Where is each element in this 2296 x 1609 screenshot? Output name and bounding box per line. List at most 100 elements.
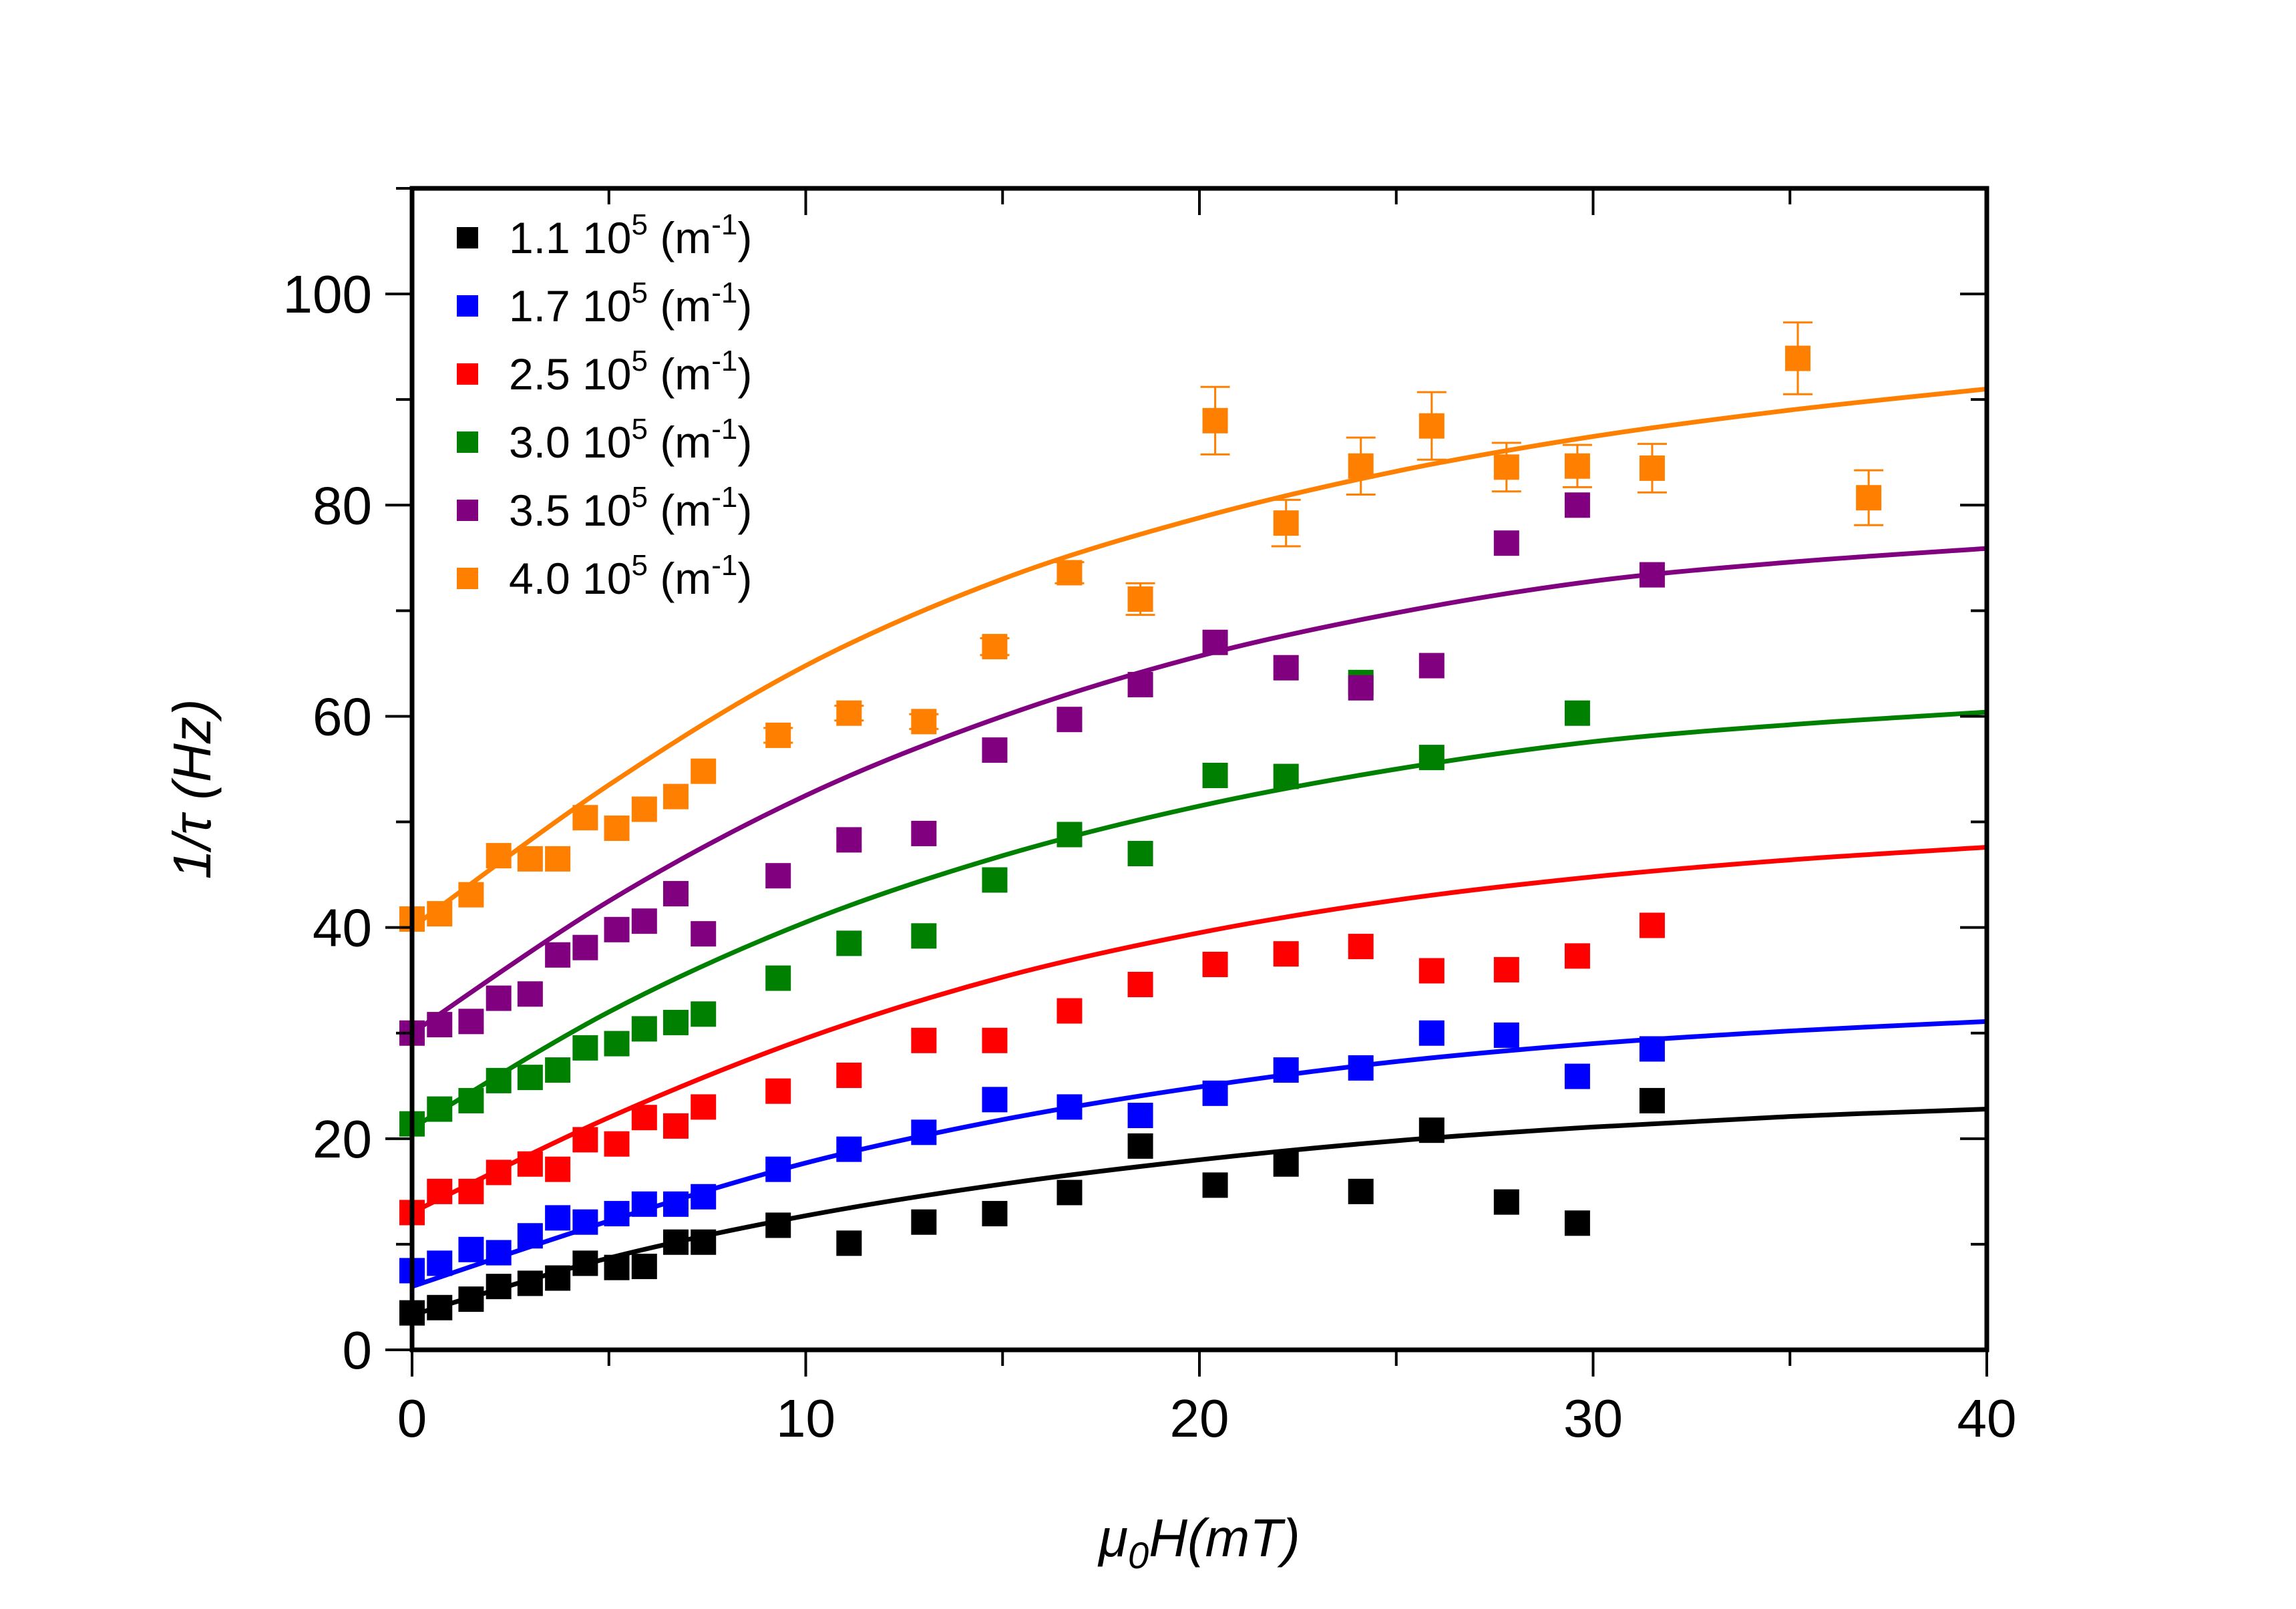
data-point bbox=[631, 1254, 657, 1280]
data-point bbox=[631, 908, 657, 934]
data-point bbox=[1493, 1189, 1519, 1215]
legend-text-part: ) bbox=[737, 486, 752, 535]
legend-label: 4.0 105 (m-1) bbox=[509, 549, 752, 603]
data-point bbox=[1348, 1055, 1374, 1081]
data-point bbox=[486, 843, 512, 869]
data-point bbox=[427, 1294, 453, 1320]
legend-superscript: -1 bbox=[711, 481, 737, 514]
data-point bbox=[1057, 1094, 1083, 1120]
data-point bbox=[1202, 1172, 1228, 1198]
fit-curve bbox=[410, 386, 1987, 930]
data-point bbox=[1493, 454, 1519, 480]
legend-superscript: -1 bbox=[711, 208, 737, 241]
data-point bbox=[765, 1212, 791, 1238]
legend-superscript: 5 bbox=[632, 277, 648, 309]
data-point bbox=[545, 942, 571, 968]
data-point bbox=[631, 1191, 657, 1217]
legend-superscript: -1 bbox=[711, 549, 737, 582]
x-tick-label: 10 bbox=[776, 1389, 835, 1448]
data-point bbox=[1785, 345, 1811, 371]
series-points bbox=[399, 492, 1665, 1046]
data-point bbox=[836, 700, 862, 726]
data-point bbox=[572, 1250, 598, 1276]
legend-label: 1.1 105 (m-1) bbox=[509, 208, 752, 262]
data-point bbox=[1564, 943, 1590, 969]
data-point bbox=[545, 846, 571, 872]
legend-text-part: (m bbox=[648, 213, 711, 262]
data-point bbox=[1127, 972, 1153, 998]
data-point bbox=[911, 1119, 937, 1145]
data-point bbox=[691, 921, 717, 947]
legend-text-part: (m bbox=[648, 349, 711, 399]
data-point bbox=[427, 1096, 453, 1122]
data-point bbox=[1418, 413, 1445, 439]
data-point bbox=[765, 722, 791, 748]
legend-label: 3.5 105 (m-1) bbox=[509, 481, 752, 535]
data-point bbox=[572, 1127, 598, 1153]
data-point bbox=[458, 1178, 484, 1204]
legend-superscript: 5 bbox=[632, 413, 648, 445]
legend-text-part: 3.5 10 bbox=[509, 486, 632, 535]
legend-text-part: 3.0 10 bbox=[509, 417, 632, 467]
data-point bbox=[911, 1209, 937, 1235]
data-point bbox=[1639, 912, 1665, 938]
legend-marker bbox=[457, 295, 478, 317]
x-tick-label: 30 bbox=[1563, 1389, 1623, 1448]
data-point bbox=[1127, 840, 1153, 866]
data-point bbox=[765, 1078, 791, 1104]
data-point bbox=[1057, 1180, 1083, 1206]
legend-superscript: -1 bbox=[711, 413, 737, 445]
series-points bbox=[399, 1087, 1665, 1326]
data-point bbox=[458, 1009, 484, 1035]
data-point bbox=[1493, 956, 1519, 982]
data-point bbox=[1273, 655, 1299, 681]
data-point bbox=[1564, 1210, 1590, 1236]
data-point bbox=[982, 1087, 1008, 1113]
legend-item: 3.0 105 (m-1) bbox=[457, 413, 752, 467]
data-point bbox=[1639, 1087, 1665, 1113]
series-points bbox=[399, 669, 1590, 1137]
data-point bbox=[545, 1156, 571, 1182]
legend-superscript: 5 bbox=[632, 549, 648, 582]
data-point bbox=[604, 1131, 630, 1157]
data-point bbox=[486, 1067, 512, 1093]
data-point bbox=[691, 1001, 717, 1027]
data-point bbox=[1564, 492, 1590, 518]
data-point bbox=[458, 882, 484, 908]
y-tick-label: 60 bbox=[313, 687, 372, 746]
legend-superscript: 5 bbox=[632, 345, 648, 377]
x-tick-label: 40 bbox=[1957, 1389, 2017, 1448]
data-point bbox=[691, 758, 717, 784]
data-point bbox=[1057, 822, 1083, 848]
data-point bbox=[1418, 958, 1445, 984]
legend-text-part: (m bbox=[648, 486, 711, 535]
data-point bbox=[1564, 700, 1590, 726]
data-point bbox=[1564, 1063, 1590, 1089]
data-points bbox=[399, 321, 1884, 1326]
legend-label: 2.5 105 (m-1) bbox=[509, 345, 752, 399]
data-point bbox=[458, 1286, 484, 1312]
x-tick-labels: 0 10 20 30 40 bbox=[397, 1389, 2017, 1448]
legend-superscript: -1 bbox=[711, 277, 737, 309]
data-point bbox=[604, 816, 630, 842]
legend-text-part: 4.0 10 bbox=[509, 554, 632, 603]
data-point bbox=[427, 901, 453, 927]
data-point bbox=[982, 867, 1008, 893]
data-point bbox=[427, 1250, 453, 1276]
data-point bbox=[517, 846, 543, 872]
legend-text-part: ) bbox=[737, 554, 752, 603]
data-point bbox=[1273, 1057, 1299, 1083]
series-points bbox=[399, 912, 1665, 1226]
legend-text-part: ) bbox=[737, 349, 752, 399]
data-point bbox=[691, 1094, 717, 1120]
data-point bbox=[486, 1274, 512, 1300]
data-point bbox=[1418, 745, 1445, 771]
legend-item: 1.1 105 (m-1) bbox=[457, 208, 752, 262]
data-point bbox=[631, 796, 657, 822]
legend-text-part: 2.5 10 bbox=[509, 349, 632, 399]
x-axis-title: μ0H(mT) bbox=[1097, 1508, 1300, 1576]
series-points bbox=[399, 1020, 1665, 1284]
data-point bbox=[662, 1113, 689, 1139]
data-point bbox=[517, 1151, 543, 1177]
